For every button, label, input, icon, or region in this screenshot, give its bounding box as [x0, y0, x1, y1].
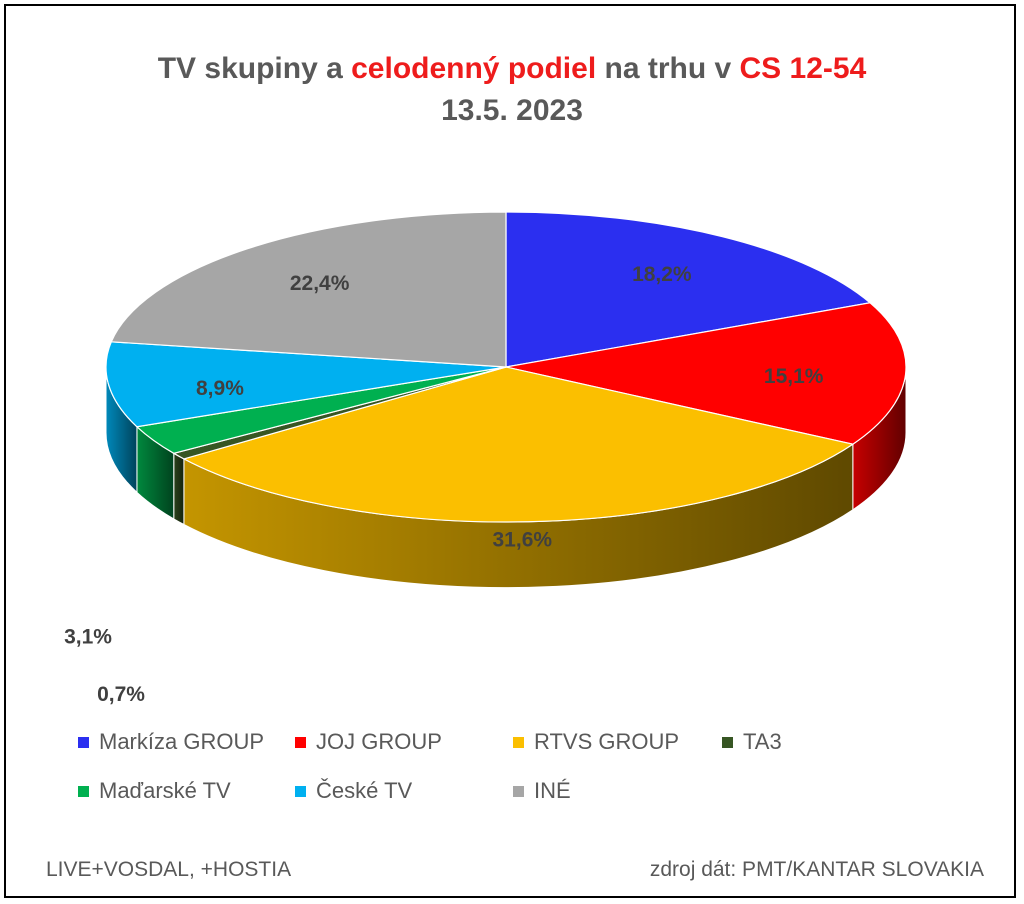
- slice-label-0: 18,2%: [632, 263, 692, 286]
- slice-side-3: [173, 452, 185, 526]
- legend-label-2: RTVS GROUP: [534, 729, 680, 754]
- legend-swatch-3: [722, 736, 733, 748]
- legend-swatch-0: [78, 736, 89, 748]
- slice-1: [505, 302, 907, 445]
- legend-swatch-6: [513, 785, 524, 797]
- legend-swatch-5: [295, 785, 306, 797]
- legend-label-4: Maďarské TV: [99, 778, 231, 803]
- slice-2: [182, 366, 855, 523]
- slice-label-5: 8,9%: [196, 377, 244, 400]
- legend-item-5: České TV: [295, 778, 412, 804]
- slice-5: [105, 341, 507, 428]
- legend-item-4: Maďarské TV: [78, 778, 231, 804]
- footer-source: zdroj dát: PMT/KANTAR SLOVAKIA: [649, 858, 984, 881]
- footer-left-note: LIVE+VOSDAL, +HOSTIA: [46, 858, 292, 881]
- title-part-2: na trhu v: [596, 52, 740, 85]
- legend-label-0: Markíza GROUP: [99, 729, 265, 754]
- title-line-1: TV skupiny a celodenný podiel na trhu v …: [0, 48, 1024, 90]
- chart-title: TV skupiny a celodenný podiel na trhu v …: [0, 48, 1024, 132]
- legend-label-6: INÉ: [534, 778, 571, 803]
- legend-item-1: JOJ GROUP: [295, 729, 442, 755]
- slice-0: [505, 211, 872, 368]
- title-date: 13.5. 2023: [441, 94, 583, 127]
- legend-label-3: TA3: [743, 729, 782, 754]
- slice-label-6: 22,4%: [290, 272, 350, 295]
- legend-item-6: INÉ: [513, 778, 571, 804]
- legend-item-2: RTVS GROUP: [513, 729, 679, 755]
- legend-swatch-2: [513, 736, 524, 748]
- legend-swatch-4: [78, 785, 89, 797]
- legend-item-3: TA3: [722, 729, 782, 755]
- title-highlight-1: celodenný podiel: [351, 52, 597, 85]
- slice-label-1: 15,1%: [764, 365, 824, 388]
- title-highlight-2: CS 12-54: [739, 52, 867, 85]
- title-part-1: TV skupiny a: [157, 52, 352, 85]
- slice-label-2: 31,6%: [493, 528, 553, 551]
- slice-6: [110, 211, 507, 368]
- slice-label-3: 0,7%: [97, 683, 145, 706]
- legend-item-0: Markíza GROUP: [78, 729, 264, 755]
- legend-swatch-1: [295, 736, 306, 748]
- legend-label-1: JOJ GROUP: [316, 729, 442, 754]
- slice-label-4: 3,1%: [64, 625, 112, 648]
- legend-label-5: České TV: [316, 778, 413, 803]
